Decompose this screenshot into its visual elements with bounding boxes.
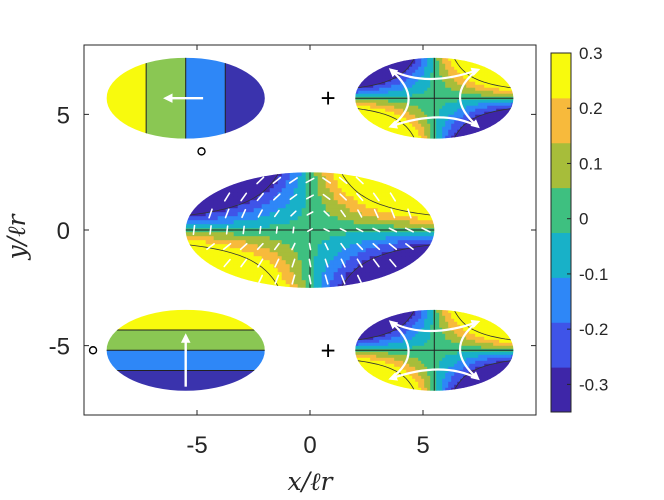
x-tick-label: 5 (416, 432, 429, 459)
colorbar-tick-label: 0.1 (579, 154, 603, 173)
colorbar-segment (551, 142, 571, 189)
colorbar: 0.3 0.2 0.1 0 -0.1 -0.2 -0.3 (550, 44, 608, 413)
x-tick-label: -5 (186, 432, 207, 459)
colorbar-segment (551, 187, 571, 233)
x-axis-label: x/ℓr (288, 467, 335, 496)
colorbar-tick-label: -0.1 (579, 265, 608, 284)
x-ticks-layer: -5 0 5 (186, 45, 430, 459)
panel-main (185, 172, 435, 288)
colorbar-segment (551, 277, 571, 323)
colorbar-segment (551, 322, 571, 368)
colorbar-tick-label: 0 (579, 210, 588, 229)
y-tick-label: -5 (49, 334, 70, 361)
plus-operator: + (320, 83, 335, 113)
colorbar-segment (551, 232, 571, 278)
colorbar-tick-label: -0.2 (579, 320, 608, 339)
circle-marker (88, 346, 98, 355)
markers-layer (88, 147, 206, 355)
y-tick-label: 5 (57, 102, 70, 129)
panel-top-left (106, 57, 265, 139)
panel-bottom-left (106, 309, 265, 391)
operators-layer: ++ (320, 83, 335, 365)
x-tick-label: 0 (303, 432, 316, 459)
colorbar-tick-label: 0.3 (579, 44, 603, 63)
colorbar-segment (551, 367, 571, 413)
colorbar-frame (550, 52, 572, 413)
colorbar-tick-label: 0.2 (579, 99, 603, 118)
y-axis-label: y/ℓr (2, 213, 31, 261)
plus-operator: + (320, 335, 335, 365)
colorbar-segment (551, 97, 571, 144)
circle-marker (197, 147, 206, 156)
y-ticks-layer: -5 0 5 (49, 102, 536, 361)
colorbar-segment (551, 53, 571, 99)
panel-field (185, 172, 435, 288)
colorbar-tick-label: -0.3 (579, 375, 608, 394)
y-tick-label: 0 (57, 218, 70, 245)
